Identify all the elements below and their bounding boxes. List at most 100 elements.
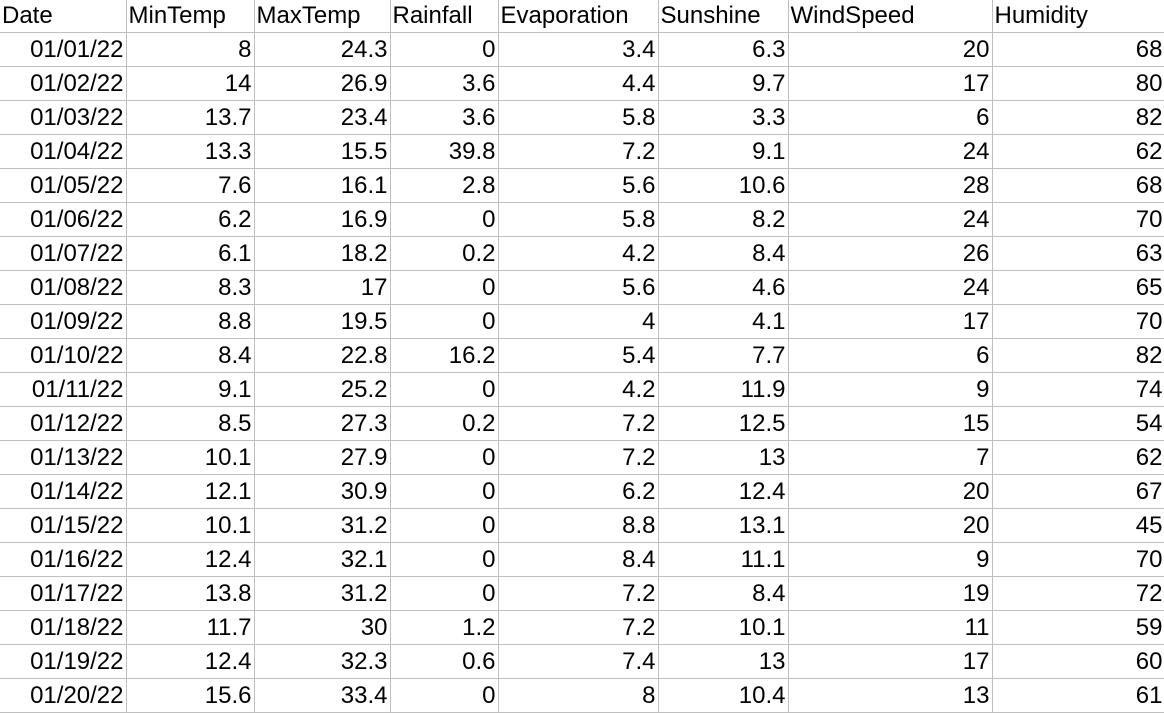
cell-humidity[interactable]: 70 — [991, 304, 1164, 339]
cell-maxtemp[interactable]: 33.4 — [253, 678, 391, 713]
cell-maxtemp[interactable]: 31.2 — [253, 576, 391, 611]
cell-date[interactable]: 01/01/22 — [0, 32, 127, 67]
cell-mintemp[interactable]: 9.1 — [125, 372, 255, 407]
cell-evaporation[interactable]: 3.4 — [497, 32, 659, 67]
cell-humidity[interactable]: 65 — [991, 270, 1164, 305]
cell-mintemp[interactable]: 8.4 — [125, 338, 255, 373]
cell-sunshine[interactable]: 9.1 — [657, 134, 789, 169]
cell-evaporation[interactable]: 4.2 — [497, 372, 659, 407]
cell-date[interactable]: 01/16/22 — [0, 542, 127, 577]
cell-windspeed[interactable]: 17 — [787, 66, 993, 101]
cell-maxtemp[interactable]: 15.5 — [253, 134, 391, 169]
header-cell-date[interactable]: Date — [0, 0, 127, 33]
cell-humidity[interactable]: 74 — [991, 372, 1164, 407]
cell-maxtemp[interactable]: 26.9 — [253, 66, 391, 101]
cell-sunshine[interactable]: 12.4 — [657, 474, 789, 509]
cell-date[interactable]: 01/08/22 — [0, 270, 127, 305]
cell-humidity[interactable]: 45 — [991, 508, 1164, 543]
cell-evaporation[interactable]: 5.6 — [497, 270, 659, 305]
cell-humidity[interactable]: 70 — [991, 202, 1164, 237]
cell-evaporation[interactable]: 5.4 — [497, 338, 659, 373]
cell-rainfall[interactable]: 39.8 — [389, 134, 499, 169]
cell-rainfall[interactable]: 0 — [389, 440, 499, 475]
cell-evaporation[interactable]: 4.4 — [497, 66, 659, 101]
cell-sunshine[interactable]: 8.4 — [657, 236, 789, 271]
cell-sunshine[interactable]: 10.6 — [657, 168, 789, 203]
cell-humidity[interactable]: 62 — [991, 134, 1164, 169]
cell-mintemp[interactable]: 13.8 — [125, 576, 255, 611]
cell-windspeed[interactable]: 17 — [787, 644, 993, 679]
cell-windspeed[interactable]: 20 — [787, 508, 993, 543]
cell-mintemp[interactable]: 12.4 — [125, 542, 255, 577]
cell-mintemp[interactable]: 6.1 — [125, 236, 255, 271]
header-cell-mintemp[interactable]: MinTemp — [125, 0, 255, 33]
cell-date[interactable]: 01/10/22 — [0, 338, 127, 373]
cell-windspeed[interactable]: 28 — [787, 168, 993, 203]
cell-evaporation[interactable]: 5.8 — [497, 100, 659, 135]
cell-maxtemp[interactable]: 32.1 — [253, 542, 391, 577]
cell-date[interactable]: 01/14/22 — [0, 474, 127, 509]
cell-date[interactable]: 01/09/22 — [0, 304, 127, 339]
cell-date[interactable]: 01/05/22 — [0, 168, 127, 203]
cell-date[interactable]: 01/15/22 — [0, 508, 127, 543]
cell-mintemp[interactable]: 7.6 — [125, 168, 255, 203]
cell-sunshine[interactable]: 4.1 — [657, 304, 789, 339]
cell-mintemp[interactable]: 11.7 — [125, 610, 255, 645]
cell-windspeed[interactable]: 24 — [787, 202, 993, 237]
header-cell-sunshine[interactable]: Sunshine — [657, 0, 789, 33]
cell-rainfall[interactable]: 0.6 — [389, 644, 499, 679]
header-cell-maxtemp[interactable]: MaxTemp — [253, 0, 391, 33]
cell-rainfall[interactable]: 3.6 — [389, 100, 499, 135]
cell-date[interactable]: 01/13/22 — [0, 440, 127, 475]
cell-maxtemp[interactable]: 32.3 — [253, 644, 391, 679]
cell-rainfall[interactable]: 0.2 — [389, 236, 499, 271]
cell-windspeed[interactable]: 13 — [787, 678, 993, 713]
cell-evaporation[interactable]: 8.4 — [497, 542, 659, 577]
cell-windspeed[interactable]: 7 — [787, 440, 993, 475]
cell-rainfall[interactable]: 0 — [389, 372, 499, 407]
cell-mintemp[interactable]: 6.2 — [125, 202, 255, 237]
cell-maxtemp[interactable]: 30.9 — [253, 474, 391, 509]
cell-date[interactable]: 01/20/22 — [0, 678, 127, 713]
cell-rainfall[interactable]: 1.2 — [389, 610, 499, 645]
cell-windspeed[interactable]: 9 — [787, 372, 993, 407]
cell-rainfall[interactable]: 0 — [389, 304, 499, 339]
cell-rainfall[interactable]: 0 — [389, 542, 499, 577]
cell-humidity[interactable]: 72 — [991, 576, 1164, 611]
cell-evaporation[interactable]: 7.4 — [497, 644, 659, 679]
cell-windspeed[interactable]: 19 — [787, 576, 993, 611]
cell-humidity[interactable]: 54 — [991, 406, 1164, 441]
cell-windspeed[interactable]: 15 — [787, 406, 993, 441]
cell-date[interactable]: 01/06/22 — [0, 202, 127, 237]
cell-humidity[interactable]: 61 — [991, 678, 1164, 713]
cell-mintemp[interactable]: 8.5 — [125, 406, 255, 441]
cell-windspeed[interactable]: 20 — [787, 474, 993, 509]
cell-sunshine[interactable]: 8.2 — [657, 202, 789, 237]
cell-windspeed[interactable]: 11 — [787, 610, 993, 645]
cell-maxtemp[interactable]: 19.5 — [253, 304, 391, 339]
header-cell-rainfall[interactable]: Rainfall — [389, 0, 499, 33]
cell-evaporation[interactable]: 7.2 — [497, 576, 659, 611]
cell-rainfall[interactable]: 0 — [389, 270, 499, 305]
cell-date[interactable]: 01/17/22 — [0, 576, 127, 611]
cell-windspeed[interactable]: 20 — [787, 32, 993, 67]
header-cell-windspeed[interactable]: WindSpeed — [787, 0, 993, 33]
cell-mintemp[interactable]: 8.3 — [125, 270, 255, 305]
cell-sunshine[interactable]: 6.3 — [657, 32, 789, 67]
cell-rainfall[interactable]: 2.8 — [389, 168, 499, 203]
cell-rainfall[interactable]: 0 — [389, 474, 499, 509]
cell-evaporation[interactable]: 7.2 — [497, 610, 659, 645]
cell-rainfall[interactable]: 0 — [389, 202, 499, 237]
cell-sunshine[interactable]: 7.7 — [657, 338, 789, 373]
cell-evaporation[interactable]: 4.2 — [497, 236, 659, 271]
cell-date[interactable]: 01/19/22 — [0, 644, 127, 679]
cell-date[interactable]: 01/02/22 — [0, 66, 127, 101]
cell-date[interactable]: 01/18/22 — [0, 610, 127, 645]
header-cell-evaporation[interactable]: Evaporation — [497, 0, 659, 33]
cell-evaporation[interactable]: 8 — [497, 678, 659, 713]
cell-rainfall[interactable]: 3.6 — [389, 66, 499, 101]
cell-mintemp[interactable]: 15.6 — [125, 678, 255, 713]
cell-humidity[interactable]: 59 — [991, 610, 1164, 645]
cell-rainfall[interactable]: 16.2 — [389, 338, 499, 373]
cell-mintemp[interactable]: 12.1 — [125, 474, 255, 509]
